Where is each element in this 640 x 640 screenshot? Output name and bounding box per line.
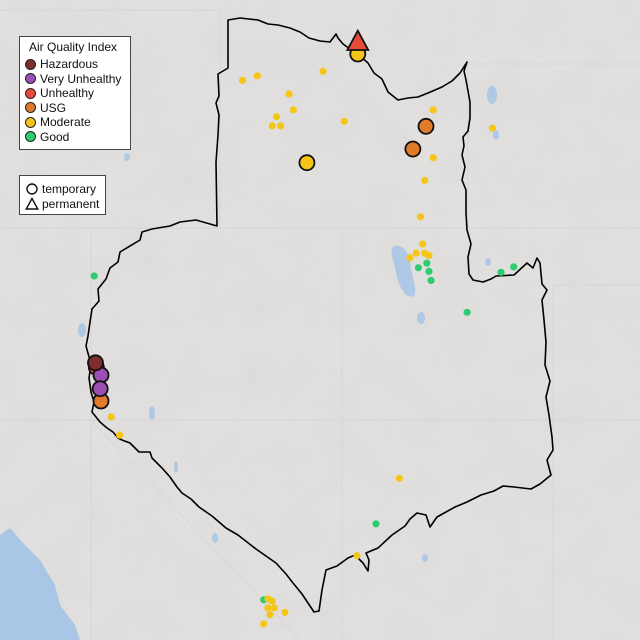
- pyramid-lake: [149, 406, 155, 420]
- legend-label-good: Good: [40, 129, 70, 144]
- monitor-marker-temporary[interactable]: [372, 520, 380, 528]
- lake-mead: [422, 554, 428, 562]
- monitor-marker-temporary[interactable]: [268, 122, 276, 130]
- moderate-swatch-icon: [25, 116, 36, 128]
- monitor-marker-temporary[interactable]: [421, 176, 429, 185]
- good-swatch-icon: [25, 131, 36, 143]
- legend-label-usg: USG: [40, 100, 67, 115]
- very-unhealthy-swatch-icon: [25, 73, 36, 85]
- monitor-marker-temporary[interactable]: [253, 72, 261, 80]
- monitor-marker-temporary[interactable]: [412, 249, 420, 257]
- monitor-marker-temporary[interactable]: [90, 272, 98, 280]
- region-boundary: [85, 17, 554, 613]
- legend-label-moderate: Moderate: [40, 115, 91, 130]
- monitor-marker-temporary[interactable]: [404, 140, 422, 158]
- monitor-marker-temporary[interactable]: [264, 604, 272, 612]
- monitor-marker-temporary[interactable]: [289, 106, 297, 114]
- monitor-marker-temporary[interactable]: [406, 254, 414, 262]
- great-salt-lake: [391, 245, 416, 297]
- lakes: [78, 86, 499, 562]
- monitor-marker-temporary[interactable]: [395, 474, 403, 482]
- monitor-marker-temporary[interactable]: [268, 597, 276, 605]
- lake-powell: [124, 153, 130, 161]
- legend-item-permanent: permanent: [25, 196, 105, 211]
- monitor-marker-temporary[interactable]: [417, 117, 435, 135]
- monitor-marker-temporary[interactable]: [414, 264, 422, 272]
- monitor-marker-temporary[interactable]: [116, 431, 124, 439]
- aqi-legend-title: Air Quality Index: [29, 40, 118, 54]
- legend-label-permanent: permanent: [42, 196, 100, 211]
- pacific-ocean: [0, 528, 80, 640]
- monitor-type-legend: temporary permanent: [19, 175, 106, 215]
- monitor-marker-temporary[interactable]: [425, 267, 433, 275]
- monitor-marker-temporary[interactable]: [298, 154, 316, 172]
- legend-label-unhealthy: Unhealthy: [40, 86, 95, 101]
- legend-item-hazardous: Hazardous: [25, 57, 125, 72]
- legend-item-good: Good: [25, 130, 125, 145]
- unhealthy-swatch-icon: [25, 87, 36, 99]
- monitor-marker-temporary[interactable]: [107, 413, 115, 421]
- monitor-marker-temporary[interactable]: [270, 604, 278, 612]
- upper-klamath-lake: [78, 323, 86, 337]
- usg-swatch-icon: [25, 102, 36, 114]
- monitor-marker-temporary[interactable]: [416, 213, 425, 221]
- triangle-outline-icon: [25, 196, 39, 210]
- monitor-marker-temporary[interactable]: [497, 268, 505, 276]
- legend-label-temporary: temporary: [42, 181, 97, 196]
- monitor-marker-temporary[interactable]: [266, 611, 274, 619]
- mono-lake: [212, 533, 218, 543]
- walker-lake: [174, 461, 178, 473]
- monitor-marker-temporary[interactable]: [238, 76, 247, 84]
- monitor-marker-temporary[interactable]: [429, 106, 437, 114]
- monitor-marker-temporary[interactable]: [429, 154, 437, 162]
- legend-label-hazardous: Hazardous: [40, 57, 99, 72]
- circle-outline-icon: [26, 182, 38, 195]
- hazardous-swatch-icon: [25, 58, 36, 70]
- monitor-layer: [87, 28, 518, 628]
- legend-item-very-unhealthy: Very Unhealthy: [25, 72, 125, 87]
- monitor-marker-temporary[interactable]: [510, 263, 518, 271]
- monitor-marker-temporary[interactable]: [87, 354, 104, 372]
- monitor-marker-temporary[interactable]: [340, 117, 348, 125]
- monitor-marker-temporary[interactable]: [319, 67, 327, 75]
- legend-item-usg: USG: [25, 101, 125, 116]
- monitor-marker-temporary[interactable]: [488, 124, 497, 132]
- monitor-marker-temporary[interactable]: [425, 251, 433, 260]
- aqi-legend: Air Quality Index Hazardous Very Unhealt…: [19, 36, 131, 150]
- monitor-marker-temporary[interactable]: [285, 90, 293, 98]
- monitor-marker-permanent[interactable]: [345, 28, 370, 51]
- monitor-marker-temporary[interactable]: [463, 308, 471, 316]
- monitor-marker-temporary[interactable]: [423, 259, 431, 267]
- monitor-marker-temporary[interactable]: [353, 552, 361, 560]
- monitor-marker-temporary[interactable]: [272, 113, 281, 121]
- monitor-marker-temporary[interactable]: [277, 122, 285, 130]
- flathead-lake: [487, 86, 497, 104]
- monitor-marker-temporary[interactable]: [281, 608, 289, 617]
- monitor-marker-temporary[interactable]: [427, 276, 435, 285]
- yellowstone-lake: [485, 258, 491, 266]
- monitor-marker-temporary[interactable]: [260, 620, 268, 628]
- utah-lake: [417, 312, 425, 324]
- monitor-marker-temporary[interactable]: [91, 380, 109, 398]
- monitor-marker-temporary[interactable]: [419, 240, 427, 248]
- bear-lake: [493, 130, 499, 140]
- legend-item-unhealthy: Unhealthy: [25, 86, 125, 101]
- legend-item-temporary: temporary: [25, 181, 105, 196]
- legend-item-moderate: Moderate: [25, 115, 125, 130]
- legend-label-very-unhealthy: Very Unhealthy: [40, 71, 122, 86]
